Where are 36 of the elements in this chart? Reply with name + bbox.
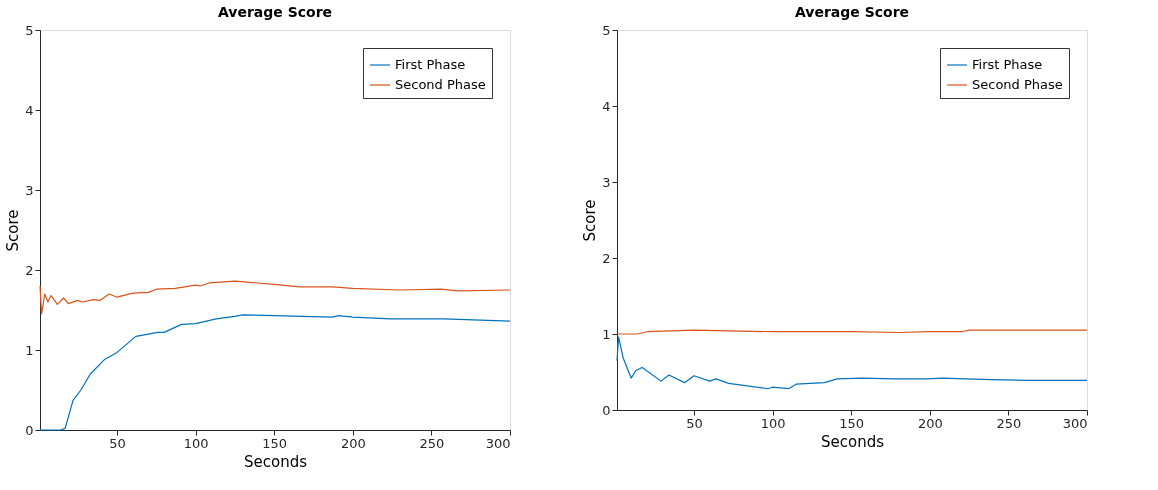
x-axis-title: Seconds bbox=[820, 432, 885, 451]
y-tick-label: 0 bbox=[602, 402, 611, 418]
y-tick-label: 1 bbox=[25, 342, 34, 358]
y-tick-label: 4 bbox=[25, 102, 34, 118]
legend-label: First Phase bbox=[972, 57, 1043, 72]
y-tick-label: 2 bbox=[25, 262, 34, 278]
legend-label: Second Phase bbox=[972, 77, 1063, 92]
x-tick-label: 300 bbox=[1062, 415, 1088, 431]
legend-label: Second Phase bbox=[395, 77, 486, 92]
x-tick-label: 150 bbox=[839, 415, 865, 431]
y-tick-label: 3 bbox=[602, 174, 611, 190]
y-tick-label: 0 bbox=[25, 422, 34, 438]
y-tick-label: 5 bbox=[602, 22, 611, 38]
x-tick-label: 50 bbox=[686, 415, 703, 431]
y-axis-title: Score bbox=[581, 199, 600, 242]
y-axis-title: Score bbox=[4, 209, 23, 252]
x-tick-label: 100 bbox=[183, 435, 209, 451]
legend-label: First Phase bbox=[395, 57, 466, 72]
x-axis-title: Seconds bbox=[243, 452, 308, 471]
x-tick-label: 250 bbox=[419, 435, 445, 451]
chart-title: Average Score bbox=[794, 4, 910, 20]
y-tick-label: 4 bbox=[602, 98, 611, 114]
y-tick-label: 2 bbox=[602, 250, 611, 266]
y-tick-label: 5 bbox=[25, 22, 34, 38]
line-series bbox=[616, 336, 1088, 390]
x-tick-label: 250 bbox=[996, 415, 1022, 431]
y-tick-label: 3 bbox=[25, 182, 34, 198]
x-tick-label: 150 bbox=[262, 435, 288, 451]
chart-title: Average Score bbox=[217, 4, 333, 20]
x-tick-label: 100 bbox=[760, 415, 786, 431]
x-tick-label: 200 bbox=[340, 435, 366, 451]
y-tick-label: 1 bbox=[602, 326, 611, 342]
x-tick-label: 300 bbox=[485, 435, 511, 451]
line-series bbox=[39, 280, 511, 315]
x-tick-label: 200 bbox=[917, 415, 943, 431]
x-tick-label: 50 bbox=[109, 435, 126, 451]
